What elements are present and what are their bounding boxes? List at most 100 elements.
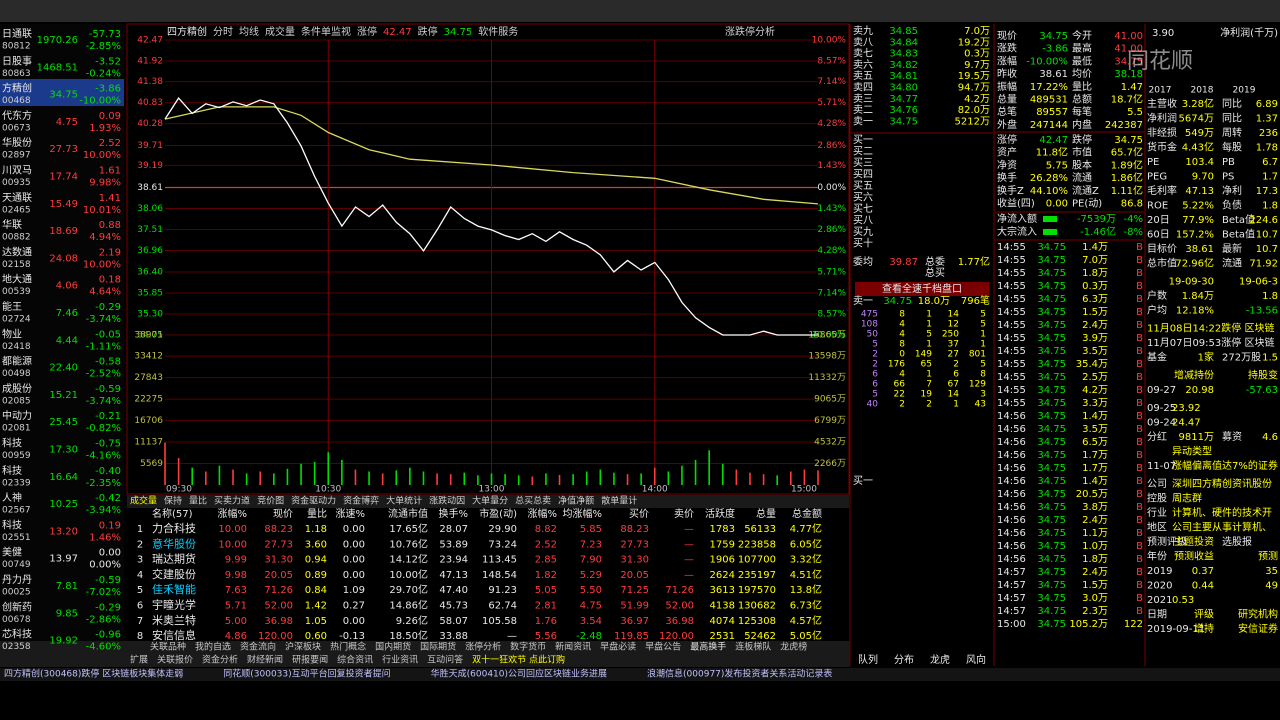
volume-bar [354,469,357,485]
table-cell: 9.99 [225,555,247,566]
profile-cell: 选股报 [1222,535,1252,548]
ticker-item[interactable]: 浪潮信息(000977)发布投资者关系活动记录表 [647,668,832,680]
chart-tab[interactable]: 大单量分 [472,495,508,507]
chart-tab[interactable]: 资金驱动力 [291,495,336,507]
row-name[interactable]: 交建股份 [152,567,196,581]
table-tab[interactable]: 资金流向 [240,641,276,653]
chart-tab[interactable]: 竞价图 [257,495,284,507]
table-tab[interactable]: 涨停分析 [465,641,501,653]
row-name[interactable]: 安信信息 [152,628,196,642]
stock-code: 02465 [2,205,31,215]
table-cell: 1759 [710,539,735,550]
ticker-item[interactable]: 同花顺(300033)互动平台回复投资者提问 [223,668,390,680]
table-cell: 107700 [738,555,776,566]
table-cell: — [684,570,694,581]
chart-header: 软件服务 [478,25,518,38]
tick-price: 34.75 [1037,307,1066,318]
depth-button[interactable]: 查看全速千档盘口 [882,282,962,295]
tick-volume: 3.8万 [1082,502,1108,513]
table-cell: 3613 [710,585,735,596]
tick-price: 34.75 [1037,528,1066,539]
table-tab[interactable]: 龙虎榜 [780,641,807,653]
profile-cell: 77.9% [1182,215,1214,226]
queue-order: 801 [969,350,986,360]
ticker-item[interactable]: 四方精创(300468)跌停 区块链板块集体走弱 [4,668,183,680]
table-tab[interactable]: 国内期货 [375,641,411,653]
chart-header-right[interactable]: 涨跌停分析 [725,25,775,38]
tick-time: 14:56 [997,450,1026,461]
chart-tab[interactable]: 总买总卖 [515,495,551,507]
queue-order: 4 [899,330,905,340]
tick-time: 14:57 [997,580,1026,591]
tick-volume: 1.5万 [1082,580,1108,591]
amount-label: 2266万 [814,459,846,469]
row-name[interactable]: 瑞达期货 [152,552,196,566]
function-tab[interactable]: 行业资讯 [382,654,418,666]
table-tab[interactable]: 数字货币 [510,641,546,653]
bid-label: 买九 [853,226,873,238]
function-tab[interactable]: 综合资讯 [337,654,373,666]
table-tab[interactable]: 早盘必读 [600,641,636,653]
chart-header: 四方精创 [167,25,207,38]
panel-tab[interactable]: 风向 [966,653,986,666]
table-cell: 119.85 [614,631,649,642]
profile-cell: 目标价 [1147,243,1177,255]
table-tab[interactable]: 我的自选 [195,641,231,653]
chart-tab[interactable]: 保持 [164,495,182,507]
row-name[interactable]: 意华股份 [152,536,196,550]
function-tab[interactable]: 资金分析 [202,654,238,666]
table-header: 流通市值 [388,507,428,520]
function-tab[interactable]: 扩展 [130,654,148,666]
panel-tab[interactable]: 队列 [858,653,878,666]
chart-tab[interactable]: 资金博弈 [343,495,379,507]
row-name[interactable]: 佳禾智能 [152,582,196,596]
volume-bar [177,458,180,485]
table-tab[interactable]: 新闻资讯 [555,641,591,653]
chart-tab[interactable]: 大单统计 [386,495,422,507]
quote-value: 65.7亿 [1111,146,1143,159]
chart-tab[interactable]: 净值净额 [558,495,594,507]
table-tab[interactable]: 早盘公告 [645,641,681,653]
row-name[interactable]: 米奥兰特 [152,613,196,627]
chart-tab[interactable]: 散单量计 [601,495,637,507]
panel-tab[interactable]: 分布 [894,654,914,666]
table-tab[interactable]: 关联品种 [150,641,186,653]
function-tab[interactable]: 互动问答 [427,654,463,666]
row-name[interactable]: 力合科技 [152,521,196,535]
table-header: 现价 [273,508,293,520]
profile-cell: 日期 [1147,609,1167,621]
tick-price: 34.75 [1037,346,1066,357]
stock-name: 芯科技 [2,628,32,641]
table-tab[interactable]: 国际期货 [420,641,456,653]
table-tab[interactable]: 沪深板块 [285,641,321,653]
function-tab[interactable]: 研报要闻 [292,654,328,666]
volume-bar [381,473,384,485]
queue-order: 3 [980,390,986,400]
row-name[interactable]: 宇瞳光学 [152,598,196,612]
panel-tab[interactable]: 龙虎 [930,653,950,666]
function-tab[interactable]: 关联报价 [157,654,193,666]
chart-tab[interactable]: 涨跌动因 [429,496,465,507]
table-tab[interactable]: 最高换手 [690,641,726,653]
quote-label: PE(动) [1072,198,1102,210]
profile-cell: 户均 [1147,304,1167,317]
function-tab[interactable]: 财经新闻 [247,654,283,666]
tick-volume: 3.9万 [1082,333,1108,344]
function-tab[interactable]: 双十一狂欢节 点此订购 [472,654,565,666]
table-tab[interactable]: 连板梯队 [735,641,771,653]
flow-value: -7539万 [1077,214,1116,225]
table-tab[interactable]: 热门概念 [330,641,366,653]
tick-price: 34.75 [1037,463,1066,474]
chart-tab[interactable]: 成交量 [130,495,157,507]
chart-tab[interactable]: 量比 [189,495,207,507]
profile-cell: 控股 [1147,492,1167,505]
queue-order: 1 [926,320,932,330]
profile-news: 11月08日14:22跌停 区块链 [1147,322,1274,335]
profile-cell: 1.5 [1262,353,1278,364]
stock-price: 17.74 [49,172,78,183]
chart-tab[interactable]: 买卖力道 [214,495,250,507]
depth-button-bg[interactable] [855,282,989,296]
table-cell: — [684,539,694,550]
ticker-item[interactable]: 华胜天成(600410)公司回应区块链业务进展 [431,668,607,680]
chart-tabs-bar [127,495,849,508]
